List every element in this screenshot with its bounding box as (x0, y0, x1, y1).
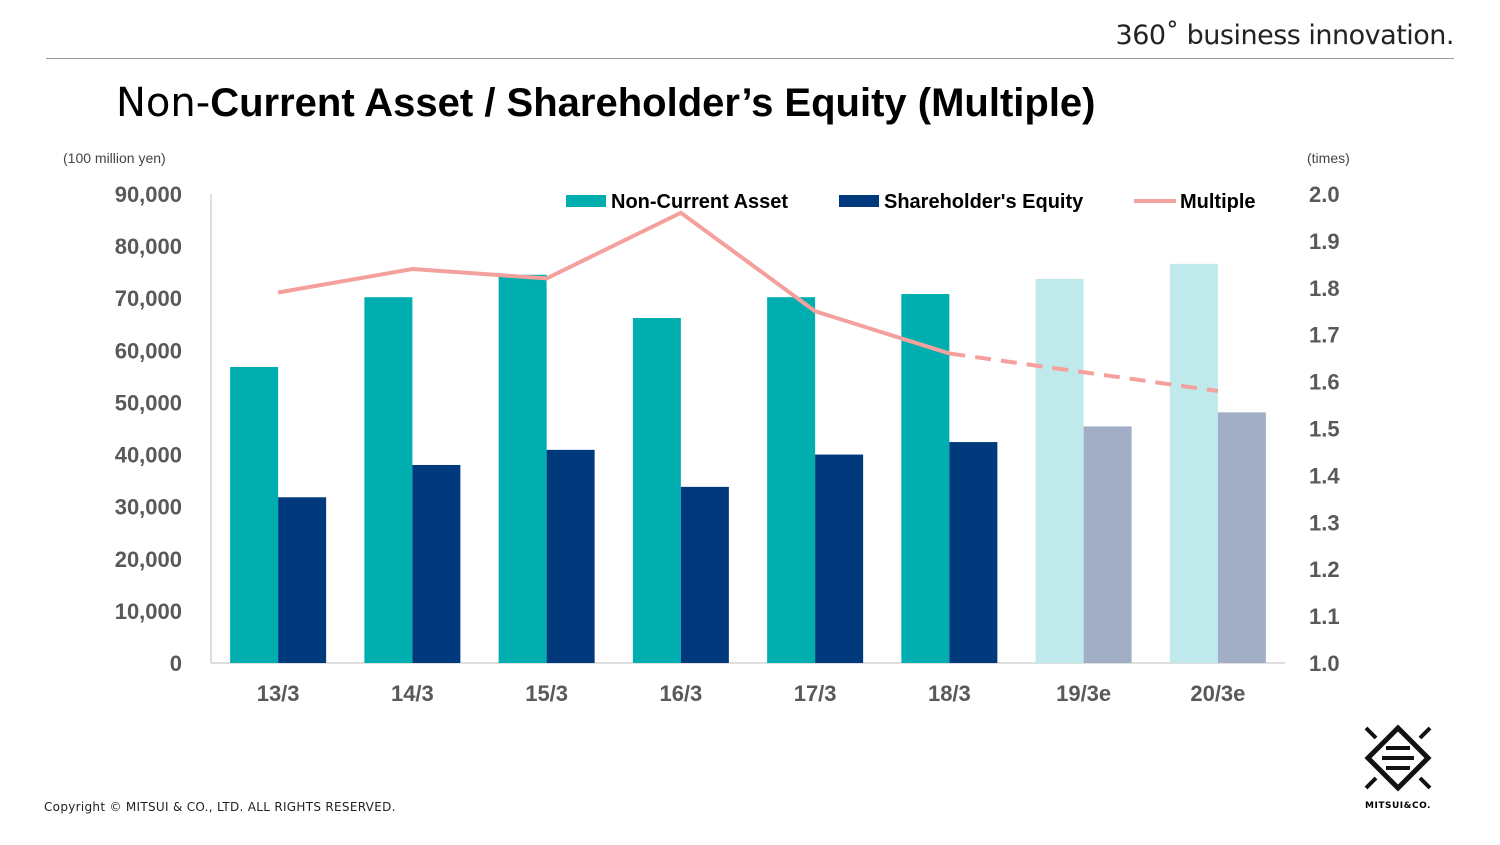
bar-shareholders-equity (1083, 426, 1132, 663)
left-tick-label: 70,000 (115, 286, 182, 311)
bar-shareholders-equity (278, 497, 327, 663)
right-tick-label: 1.6 (1309, 370, 1340, 395)
tagline: 360˚ business innovation. (1115, 20, 1455, 51)
bar-non-current-asset (1169, 263, 1218, 663)
logo-text: MITSUI&CO. (1365, 801, 1431, 811)
left-tick-label: 80,000 (115, 234, 182, 259)
left-tick-label: 60,000 (115, 338, 182, 363)
x-tick-label: 15/3 (525, 681, 568, 706)
left-axis-unit: (100 million yen) (63, 150, 166, 166)
bar-shareholders-equity (412, 464, 461, 663)
left-tick-label: 50,000 (115, 390, 182, 415)
right-tick-label: 1.8 (1309, 276, 1340, 301)
x-tick-label: 19/3e (1056, 681, 1111, 706)
page-title-light: Non- (116, 80, 211, 126)
legend-swatch-non-current-asset (566, 195, 606, 207)
bar-non-current-asset (1035, 278, 1084, 663)
right-tick-label: 1.5 (1309, 417, 1340, 442)
left-tick-label: 90,000 (115, 182, 182, 207)
bar-shareholders-equity (680, 486, 729, 663)
x-tick-label: 18/3 (928, 681, 971, 706)
right-tick-label: 1.3 (1309, 510, 1340, 535)
header-divider (46, 58, 1454, 59)
bar-non-current-asset (498, 274, 547, 663)
copyright: Copyright © MITSUI & CO., LTD. ALL RIGHT… (44, 800, 396, 814)
page-title-bold: Current Asset / Shareholder’s Equity (Mu… (210, 81, 1096, 125)
legend-swatch-shareholders-equity (839, 195, 879, 207)
legend-label-multiple: Multiple (1180, 191, 1256, 213)
bar-shareholders-equity (815, 454, 864, 663)
x-tick-label: 20/3e (1190, 681, 1245, 706)
right-tick-label: 1.2 (1309, 557, 1340, 582)
left-tick-label: 30,000 (115, 495, 182, 520)
right-tick-label: 2.0 (1309, 182, 1340, 207)
right-tick-label: 1.4 (1309, 463, 1340, 488)
page-title: Non-Current Asset / Shareholder’s Equity… (116, 80, 1096, 126)
bar-shareholders-equity (546, 449, 595, 663)
x-tick-label: 14/3 (391, 681, 434, 706)
legend-label-shareholders-equity: Shareholder's Equity (884, 191, 1084, 213)
right-tick-label: 1.1 (1309, 604, 1340, 629)
left-tick-label: 20,000 (115, 547, 182, 572)
right-tick-label: 1.7 (1309, 323, 1340, 348)
legend-label-non-current-asset: Non-Current Asset (611, 191, 788, 213)
multiple-line-actual (277, 210, 950, 356)
right-axis-unit: (times) (1307, 150, 1350, 166)
left-tick-label: 0 (170, 651, 182, 676)
mitsui-logo: MITSUI&CO. (1360, 722, 1436, 811)
mitsui-logo-mark (1364, 724, 1432, 792)
right-tick-label: 1.9 (1309, 229, 1340, 254)
bar-non-current-asset (901, 294, 950, 663)
bar-non-current-asset (632, 318, 681, 663)
bar-shareholders-equity (949, 442, 998, 663)
x-tick-label: 16/3 (659, 681, 702, 706)
bar-non-current-asset (230, 367, 279, 663)
bar-non-current-asset (767, 297, 816, 663)
x-tick-label: 17/3 (794, 681, 837, 706)
x-tick-label: 13/3 (257, 681, 300, 706)
bar-shareholders-equity (1217, 412, 1266, 663)
bar-non-current-asset (364, 297, 413, 663)
right-tick-label: 1.0 (1309, 651, 1340, 676)
left-tick-label: 40,000 (115, 443, 182, 468)
left-tick-label: 10,000 (115, 599, 182, 624)
